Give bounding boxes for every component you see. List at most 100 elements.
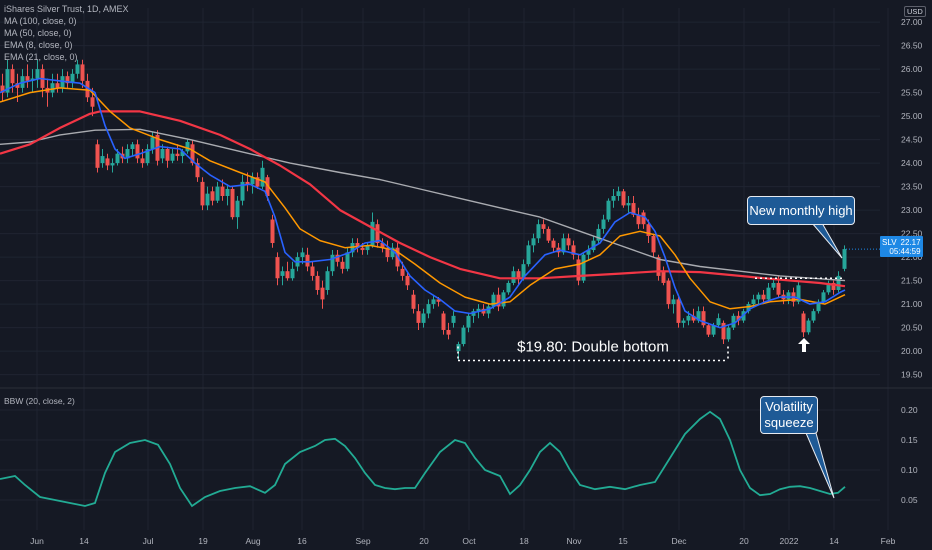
candle-body bbox=[751, 299, 756, 305]
candle-body bbox=[255, 177, 260, 187]
countdown: 05:44:59 bbox=[889, 247, 921, 256]
candle-body bbox=[831, 282, 836, 290]
time-tick-label: 18 bbox=[519, 536, 529, 546]
legend-ma50[interactable]: MA (50, close, 0) bbox=[4, 28, 72, 38]
price-tick-label: 27.00 bbox=[901, 17, 923, 27]
candle-body bbox=[816, 301, 821, 312]
candle-body bbox=[95, 144, 100, 168]
price-tick-label: 21.50 bbox=[901, 276, 923, 286]
symbol-label: SLV bbox=[882, 238, 897, 247]
price-tick-label: 23.00 bbox=[901, 205, 923, 215]
candle-body bbox=[5, 69, 10, 93]
candle-body bbox=[776, 282, 781, 295]
candle-body bbox=[190, 144, 195, 164]
time-tick-label: Jun bbox=[30, 536, 44, 546]
callout-volatility-text: Volatility squeeze bbox=[764, 399, 814, 430]
candle-body bbox=[25, 76, 30, 81]
candle-body bbox=[756, 294, 761, 300]
candle-body bbox=[265, 177, 270, 196]
candle-body bbox=[631, 203, 636, 215]
time-tick-label: 15 bbox=[618, 536, 628, 546]
candle-body bbox=[811, 311, 816, 321]
candle-body bbox=[335, 254, 340, 262]
candle-body bbox=[270, 219, 275, 243]
candle-body bbox=[320, 287, 325, 300]
candle-body bbox=[355, 243, 360, 248]
candle-body bbox=[70, 73, 75, 84]
legend-ema8[interactable]: EMA (8, close, 0) bbox=[4, 40, 73, 50]
candle-body bbox=[215, 186, 220, 201]
candle-body bbox=[240, 181, 245, 201]
bbw-tick-label: 0.20 bbox=[901, 405, 918, 415]
candle-body bbox=[280, 271, 285, 276]
candle-body bbox=[315, 275, 320, 290]
candle-body bbox=[0, 85, 5, 93]
candle-body bbox=[476, 308, 481, 312]
candle-body bbox=[796, 285, 801, 302]
candle-body bbox=[481, 308, 486, 314]
candle-body bbox=[150, 137, 155, 149]
candle-body bbox=[696, 311, 701, 321]
chart-title: iShares Silver Trust, 1D, AMEX bbox=[4, 4, 129, 14]
candle-body bbox=[636, 214, 641, 225]
candle-body bbox=[426, 304, 431, 314]
currency-label[interactable]: USD bbox=[904, 6, 926, 17]
candle-body bbox=[546, 228, 551, 241]
candle-body bbox=[35, 69, 40, 79]
time-tick-label: Aug bbox=[245, 536, 260, 546]
candle-body bbox=[260, 167, 265, 187]
candle-body bbox=[310, 266, 315, 276]
price-tick-label: 25.00 bbox=[901, 111, 923, 121]
candle-body bbox=[826, 282, 831, 293]
callout-monthly-high: New monthly high bbox=[747, 196, 855, 225]
candle-body bbox=[135, 144, 140, 159]
candle-body bbox=[576, 259, 581, 281]
candle-body bbox=[806, 320, 811, 333]
candle-body bbox=[345, 252, 350, 269]
candle-body bbox=[736, 315, 741, 321]
candle-body bbox=[786, 292, 791, 300]
price-tick-label: 26.00 bbox=[901, 64, 923, 74]
candle-body bbox=[200, 181, 205, 206]
candle-body bbox=[801, 313, 806, 333]
candle-body bbox=[711, 325, 716, 335]
candle-body bbox=[731, 315, 736, 328]
time-tick-label: Oct bbox=[462, 536, 476, 546]
candle-body bbox=[701, 311, 706, 326]
bbw-legend[interactable]: BBW (20, close, 2) bbox=[4, 396, 75, 406]
candle-body bbox=[340, 261, 345, 269]
legend-ema21[interactable]: EMA (21, close, 0) bbox=[4, 52, 78, 62]
monthly-high-pointer bbox=[810, 222, 843, 259]
legend-ma100[interactable]: MA (100, close, 0) bbox=[4, 16, 77, 26]
candle-body bbox=[641, 212, 646, 225]
time-tick-label: Sep bbox=[355, 536, 370, 546]
candle-body bbox=[300, 252, 305, 258]
candle-body bbox=[421, 313, 426, 323]
candle-body bbox=[210, 191, 215, 201]
candle-body bbox=[175, 153, 180, 157]
price-tick-label: 22.00 bbox=[901, 252, 923, 262]
last-price-tag: SLV 22.17 05:44:59 bbox=[880, 236, 923, 257]
candle-body bbox=[531, 238, 536, 246]
candle-body bbox=[85, 80, 90, 98]
candle-body bbox=[646, 224, 651, 236]
candle-body bbox=[551, 240, 556, 248]
candle-body bbox=[431, 299, 436, 305]
candle-body bbox=[110, 163, 115, 166]
candle-body bbox=[195, 163, 200, 178]
candle-body bbox=[621, 191, 626, 206]
ema8-line bbox=[0, 77, 846, 329]
candle-body bbox=[290, 268, 295, 279]
candle-body bbox=[365, 245, 370, 251]
candle-body bbox=[541, 224, 546, 229]
candle-body bbox=[691, 315, 696, 321]
candle-body bbox=[360, 247, 365, 251]
price-tick-label: 19.50 bbox=[901, 370, 923, 380]
up-arrow-icon bbox=[798, 338, 810, 352]
ema21-line bbox=[0, 87, 846, 310]
candle-body bbox=[676, 299, 681, 323]
candle-body bbox=[566, 238, 571, 246]
time-tick-label: Dec bbox=[671, 536, 687, 546]
candle-body bbox=[225, 188, 230, 196]
candle-body bbox=[706, 325, 711, 335]
